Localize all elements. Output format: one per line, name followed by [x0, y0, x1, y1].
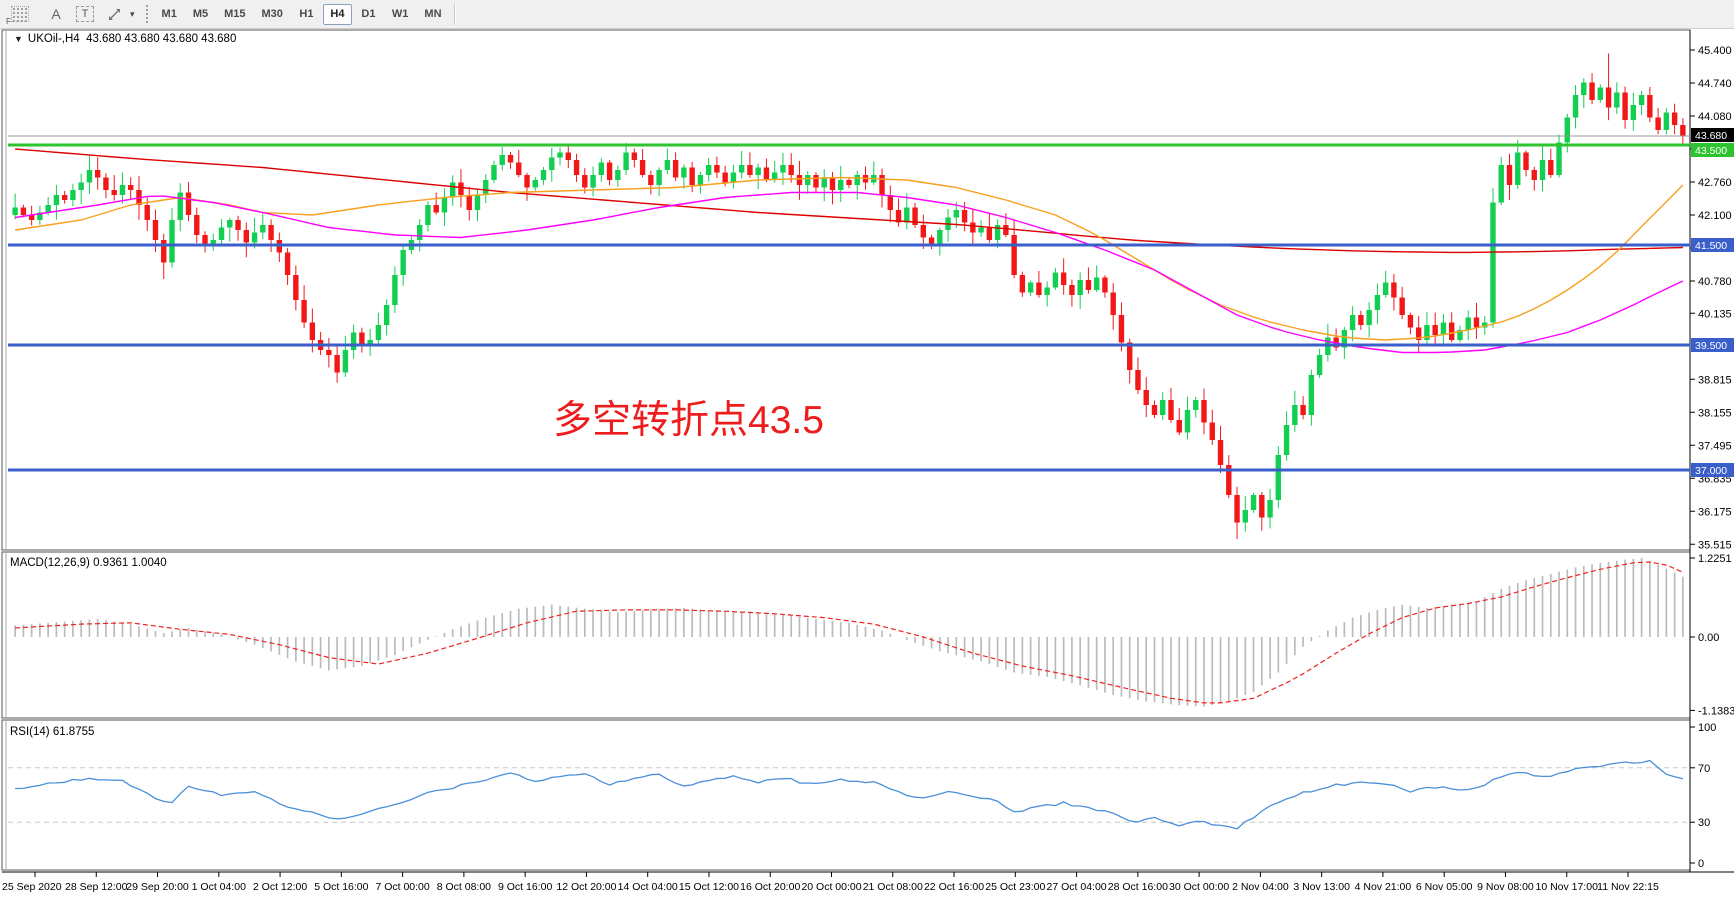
svg-text:27 Oct 04:00: 27 Oct 04:00 — [1047, 881, 1107, 893]
price-tag-43.680 — [1691, 128, 1734, 142]
rsi-line — [15, 759, 1684, 830]
svg-text:21 Oct 08:00: 21 Oct 08:00 — [863, 881, 923, 893]
price-axis: 45.40044.74044.08043.42042.76042.10041.4… — [1690, 45, 1734, 551]
cursor-mode-button[interactable] — [102, 3, 126, 25]
candles — [12, 53, 1686, 539]
svg-text:38.815: 38.815 — [1698, 374, 1732, 386]
svg-text:45.400: 45.400 — [1698, 45, 1732, 57]
tf-button-m30[interactable]: M30 — [255, 4, 290, 25]
svg-text:5 Oct 16:00: 5 Oct 16:00 — [314, 881, 368, 893]
svg-text:9 Nov 08:00: 9 Nov 08:00 — [1477, 881, 1534, 893]
svg-text:44.740: 44.740 — [1698, 78, 1732, 90]
price-tag-37.000 — [1691, 463, 1734, 477]
svg-text:39.500: 39.500 — [1695, 340, 1727, 352]
tf-button-h1[interactable]: H1 — [292, 4, 321, 25]
svg-text:10 Nov 17:00: 10 Nov 17:00 — [1535, 881, 1598, 893]
svg-text:6 Nov 05:00: 6 Nov 05:00 — [1416, 881, 1473, 893]
tf-button-m5[interactable]: M5 — [186, 4, 215, 25]
svg-text:37.495: 37.495 — [1698, 440, 1732, 452]
rsi-panel: 100 70 30 0 — [8, 722, 1716, 870]
diagonal-arrows-icon — [108, 8, 120, 20]
svg-text:15 Oct 12:00: 15 Oct 12:00 — [679, 881, 739, 893]
svg-text:40.135: 40.135 — [1698, 308, 1732, 320]
handle-f-label: F — [6, 17, 11, 26]
svg-text:42.760: 42.760 — [1698, 177, 1732, 189]
text-label-button[interactable]: T — [76, 6, 94, 22]
svg-text:4 Nov 21:00: 4 Nov 21:00 — [1355, 881, 1412, 893]
svg-text:11 Nov 22:15: 11 Nov 22:15 — [1597, 881, 1659, 893]
ma-magenta — [14, 191, 1684, 354]
svg-text:20 Oct 00:00: 20 Oct 00:00 — [801, 881, 861, 893]
panel-frame-1 — [1, 551, 1691, 719]
svg-text:100: 100 — [1698, 722, 1716, 734]
price-tag-41.500 — [1691, 238, 1734, 252]
svg-text:38.155: 38.155 — [1698, 407, 1732, 419]
toolbar-drag-handle[interactable] — [144, 4, 150, 24]
svg-text:25 Oct 23:00: 25 Oct 23:00 — [985, 881, 1045, 893]
svg-text:28 Sep 12:00: 28 Sep 12:00 — [65, 881, 128, 893]
svg-text:25 Sep 2020: 25 Sep 2020 — [2, 881, 62, 893]
svg-text:14 Oct 04:00: 14 Oct 04:00 — [618, 881, 678, 893]
insert-text-button[interactable]: A — [44, 3, 68, 25]
tf-button-m1[interactable]: M1 — [155, 4, 184, 25]
svg-text:16 Oct 20:00: 16 Oct 20:00 — [740, 881, 800, 893]
object-tools-group: F A T ▾ — [0, 0, 139, 28]
svg-text:43.680: 43.680 — [1695, 130, 1727, 142]
timeframe-group: M1 M5 M15 M30 H1 H4 D1 W1 MN — [154, 0, 450, 28]
svg-text:30 Oct 00:00: 30 Oct 00:00 — [1169, 881, 1229, 893]
svg-text:43.500: 43.500 — [1695, 145, 1727, 157]
tf-button-w1[interactable]: W1 — [385, 4, 416, 25]
svg-text:30: 30 — [1698, 817, 1710, 829]
svg-text:9 Oct 16:00: 9 Oct 16:00 — [498, 881, 552, 893]
svg-text:44.080: 44.080 — [1698, 111, 1732, 123]
macd-panel: 1.2251 0.00 -1.1383 — [14, 553, 1734, 717]
price-tag-43.500 — [1691, 143, 1734, 157]
main-panel — [8, 53, 1690, 539]
svg-text:2 Nov 04:00: 2 Nov 04:00 — [1232, 881, 1289, 893]
svg-text:2 Oct 12:00: 2 Oct 12:00 — [253, 881, 307, 893]
svg-text:70: 70 — [1698, 763, 1710, 775]
svg-text:40.780: 40.780 — [1698, 276, 1732, 288]
svg-text:3 Nov 13:00: 3 Nov 13:00 — [1293, 881, 1350, 893]
chart-canvas[interactable]: 45.40044.74044.08043.42042.76042.10041.4… — [0, 28, 1734, 897]
svg-text:12 Oct 20:00: 12 Oct 20:00 — [556, 881, 616, 893]
price-tag-39.500 — [1691, 338, 1734, 352]
toolbar-handle-icon[interactable]: F — [4, 2, 36, 26]
dropdown-caret-icon[interactable]: ▾ — [126, 3, 139, 25]
toolbar-separator — [453, 3, 456, 25]
svg-text:28 Oct 16:00: 28 Oct 16:00 — [1108, 881, 1168, 893]
svg-text:1 Oct 04:00: 1 Oct 04:00 — [192, 881, 246, 893]
tf-button-d1[interactable]: D1 — [354, 4, 383, 25]
svg-text:22 Oct 16:00: 22 Oct 16:00 — [924, 881, 984, 893]
svg-text:41.500: 41.500 — [1695, 240, 1727, 252]
svg-text:37.000: 37.000 — [1695, 465, 1727, 477]
svg-text:-1.1383: -1.1383 — [1698, 705, 1734, 717]
svg-text:42.100: 42.100 — [1698, 210, 1732, 222]
svg-text:0: 0 — [1698, 858, 1704, 870]
svg-text:36.175: 36.175 — [1698, 506, 1732, 518]
ma-medium-orange — [14, 176, 1684, 341]
panel-frame-0 — [1, 29, 1691, 551]
toolbar: F A T ▾ M1 M5 M15 M30 H1 H4 D1 W1 MN — [0, 0, 1734, 29]
tf-button-mn[interactable]: MN — [417, 4, 448, 25]
svg-text:7 Oct 00:00: 7 Oct 00:00 — [375, 881, 429, 893]
tf-button-h4[interactable]: H4 — [322, 3, 352, 25]
svg-text:0.00: 0.00 — [1698, 632, 1719, 644]
dotted-grid-icon — [11, 6, 29, 22]
svg-text:35.515: 35.515 — [1698, 539, 1732, 551]
panel-frame-2 — [1, 719, 1691, 871]
tf-button-m15[interactable]: M15 — [217, 4, 252, 25]
svg-text:29 Sep 20:00: 29 Sep 20:00 — [126, 881, 189, 893]
svg-text:1.2251: 1.2251 — [1698, 553, 1732, 565]
svg-text:8 Oct 08:00: 8 Oct 08:00 — [437, 881, 491, 893]
chart-annotation-text[interactable]: 多空转折点43.5 — [553, 399, 824, 442]
ma-slow-red — [15, 148, 1683, 254]
macd-signal-line — [15, 561, 1684, 704]
